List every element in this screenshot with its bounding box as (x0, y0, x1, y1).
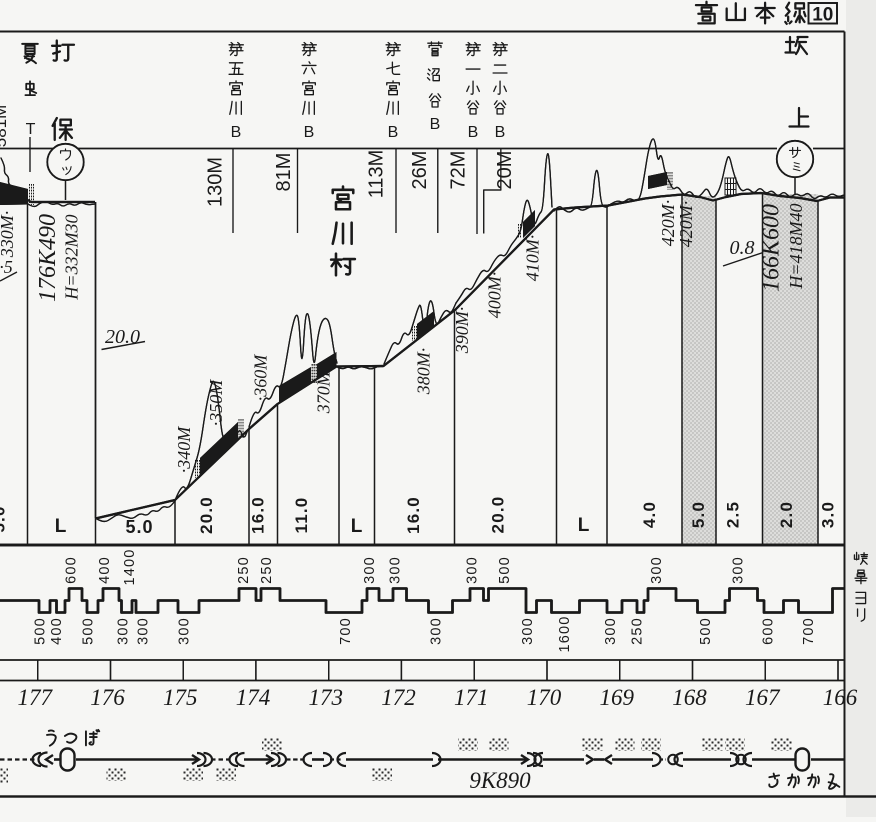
svg-text:130M: 130M (205, 157, 227, 207)
svg-text:11.0: 11.0 (292, 497, 311, 534)
svg-text:20.0: 20.0 (489, 496, 508, 534)
svg-text:177: 177 (17, 685, 53, 710)
svg-text:420M·: 420M· (658, 200, 678, 247)
svg-text:300: 300 (136, 617, 152, 645)
svg-text:B: B (495, 124, 506, 141)
svg-text:173: 173 (308, 685, 343, 710)
svg-text:410M·: 410M· (523, 235, 543, 282)
svg-text:20.0: 20.0 (105, 326, 140, 348)
svg-text:10: 10 (812, 5, 833, 26)
svg-text:2.0: 2.0 (777, 501, 796, 528)
svg-text:B: B (231, 124, 242, 141)
svg-text:9K890: 9K890 (469, 768, 531, 793)
svg-text:250: 250 (236, 556, 252, 584)
svg-text:B: B (304, 124, 315, 141)
svg-text:5.0: 5.0 (125, 517, 153, 537)
svg-text:300: 300 (465, 556, 481, 584)
svg-text:581M: 581M (0, 105, 10, 148)
svg-text:300: 300 (731, 556, 747, 584)
svg-text:·5: ·5 (0, 257, 13, 277)
svg-text:174: 174 (236, 685, 271, 710)
svg-text:176K490: 176K490 (35, 214, 61, 302)
svg-text:300: 300 (362, 556, 378, 584)
svg-text:167: 167 (745, 685, 781, 710)
svg-text:500: 500 (33, 617, 49, 645)
svg-text:390M·: 390M· (452, 307, 472, 355)
svg-text:L: L (578, 515, 590, 536)
svg-text:300: 300 (429, 617, 445, 645)
svg-text:300: 300 (520, 617, 536, 645)
svg-text:330M·: 330M· (0, 211, 17, 259)
svg-text:166: 166 (823, 685, 858, 710)
svg-text:B: B (468, 124, 479, 141)
svg-text:420M·: 420M· (676, 201, 696, 248)
svg-text:500: 500 (698, 617, 714, 645)
svg-text:1600: 1600 (557, 615, 573, 652)
svg-text:72M: 72M (448, 151, 470, 190)
svg-text:169: 169 (599, 685, 634, 710)
svg-text:·350M: ·350M (206, 379, 226, 427)
svg-text:T: T (26, 121, 36, 138)
svg-text:4.0: 4.0 (640, 501, 659, 528)
svg-text:175: 175 (163, 685, 198, 710)
svg-text:600: 600 (64, 556, 80, 584)
svg-text:16.0: 16.0 (404, 496, 423, 534)
svg-text:250: 250 (259, 556, 275, 584)
svg-text:300: 300 (649, 556, 665, 584)
svg-text:300: 300 (603, 617, 619, 645)
svg-text:B: B (430, 116, 441, 133)
svg-text:·360M: ·360M (251, 354, 271, 402)
svg-text:0.8: 0.8 (730, 237, 755, 259)
svg-text:L: L (55, 516, 67, 537)
svg-text:H=332M30: H=332M30 (62, 214, 82, 300)
svg-text:170: 170 (527, 685, 562, 710)
svg-text:16.0: 16.0 (249, 496, 268, 534)
svg-text:400M·: 400M· (485, 272, 505, 319)
svg-text:20.0: 20.0 (197, 496, 216, 534)
svg-text:20M: 20M (494, 151, 516, 190)
svg-text:1400: 1400 (122, 548, 138, 585)
svg-text:5.0: 5.0 (689, 501, 708, 528)
svg-text:600: 600 (761, 617, 777, 645)
svg-text:250: 250 (630, 617, 646, 645)
svg-text:400: 400 (49, 617, 65, 645)
svg-text:172: 172 (381, 685, 416, 710)
svg-text:·340M: ·340M (174, 426, 194, 474)
svg-text:26M: 26M (409, 151, 431, 190)
svg-text:81M: 81M (273, 153, 295, 192)
svg-text:2.5: 2.5 (724, 501, 743, 528)
svg-text:171: 171 (454, 685, 489, 710)
svg-text:300: 300 (116, 617, 132, 645)
svg-text:113M: 113M (366, 150, 388, 199)
svg-text:700: 700 (338, 617, 354, 645)
svg-text:B: B (388, 124, 399, 141)
svg-text:500: 500 (81, 617, 97, 645)
svg-text:176: 176 (90, 685, 125, 710)
svg-text:380M·: 380M· (414, 348, 434, 396)
svg-text:500: 500 (497, 556, 513, 584)
svg-text:3.0: 3.0 (819, 501, 838, 528)
svg-text:5.0: 5.0 (0, 505, 9, 532)
svg-text:700: 700 (801, 617, 817, 645)
svg-text:168: 168 (672, 685, 707, 710)
svg-text:300: 300 (388, 556, 404, 584)
svg-text:300: 300 (177, 617, 193, 645)
svg-text:400: 400 (97, 556, 113, 584)
svg-text:L: L (351, 516, 363, 537)
svg-text:H=418M40: H=418M40 (786, 203, 806, 289)
